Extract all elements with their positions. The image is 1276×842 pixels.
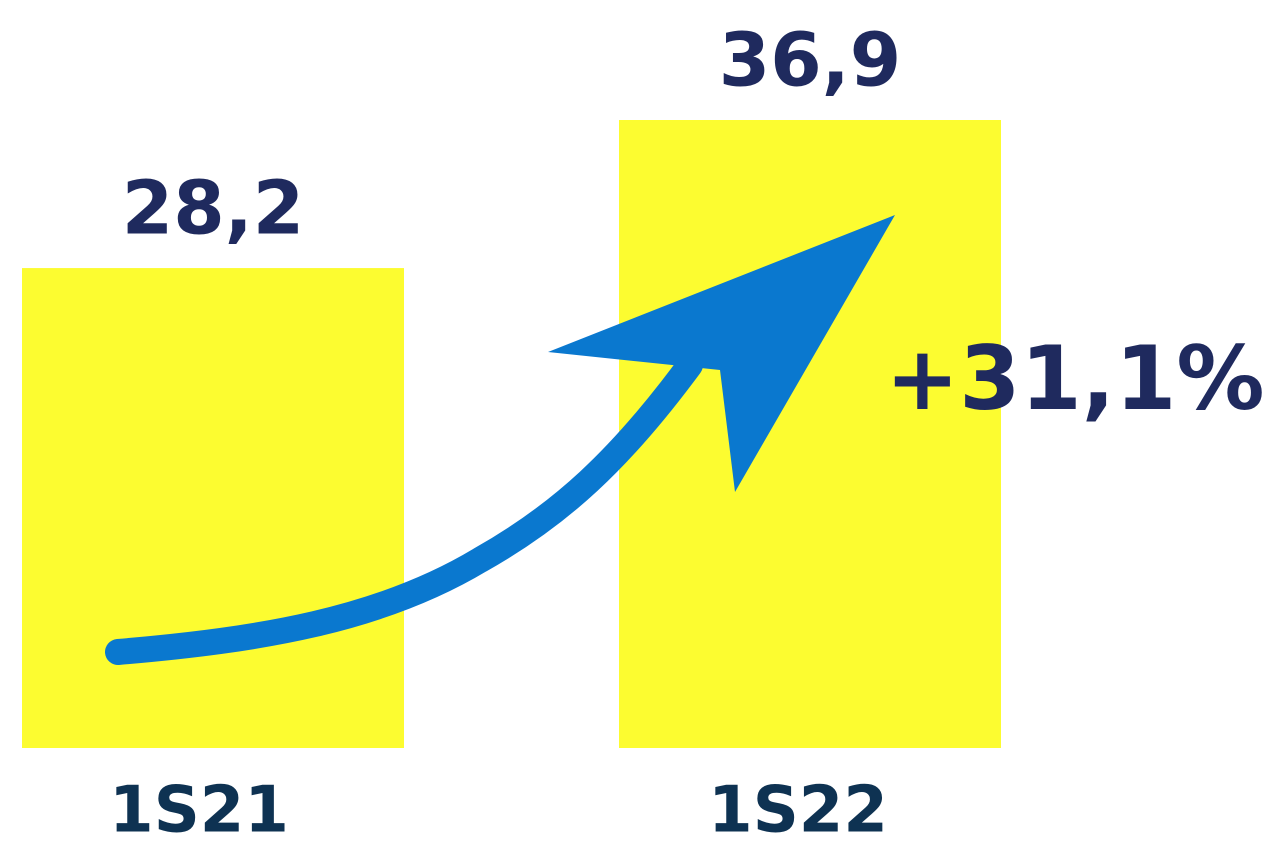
arrow-head xyxy=(548,215,895,492)
growth-arrow xyxy=(105,215,895,665)
value-label: 28,2 xyxy=(122,166,305,252)
arrow-shaft xyxy=(105,352,703,665)
category-label: 1S22 xyxy=(708,774,888,842)
category-label: 1S21 xyxy=(109,774,289,842)
bar xyxy=(22,268,404,748)
value-label: 36,9 xyxy=(719,18,902,104)
bars xyxy=(22,120,1001,748)
bar xyxy=(619,120,1001,748)
growth-annotation: +31,1% xyxy=(885,327,1264,430)
